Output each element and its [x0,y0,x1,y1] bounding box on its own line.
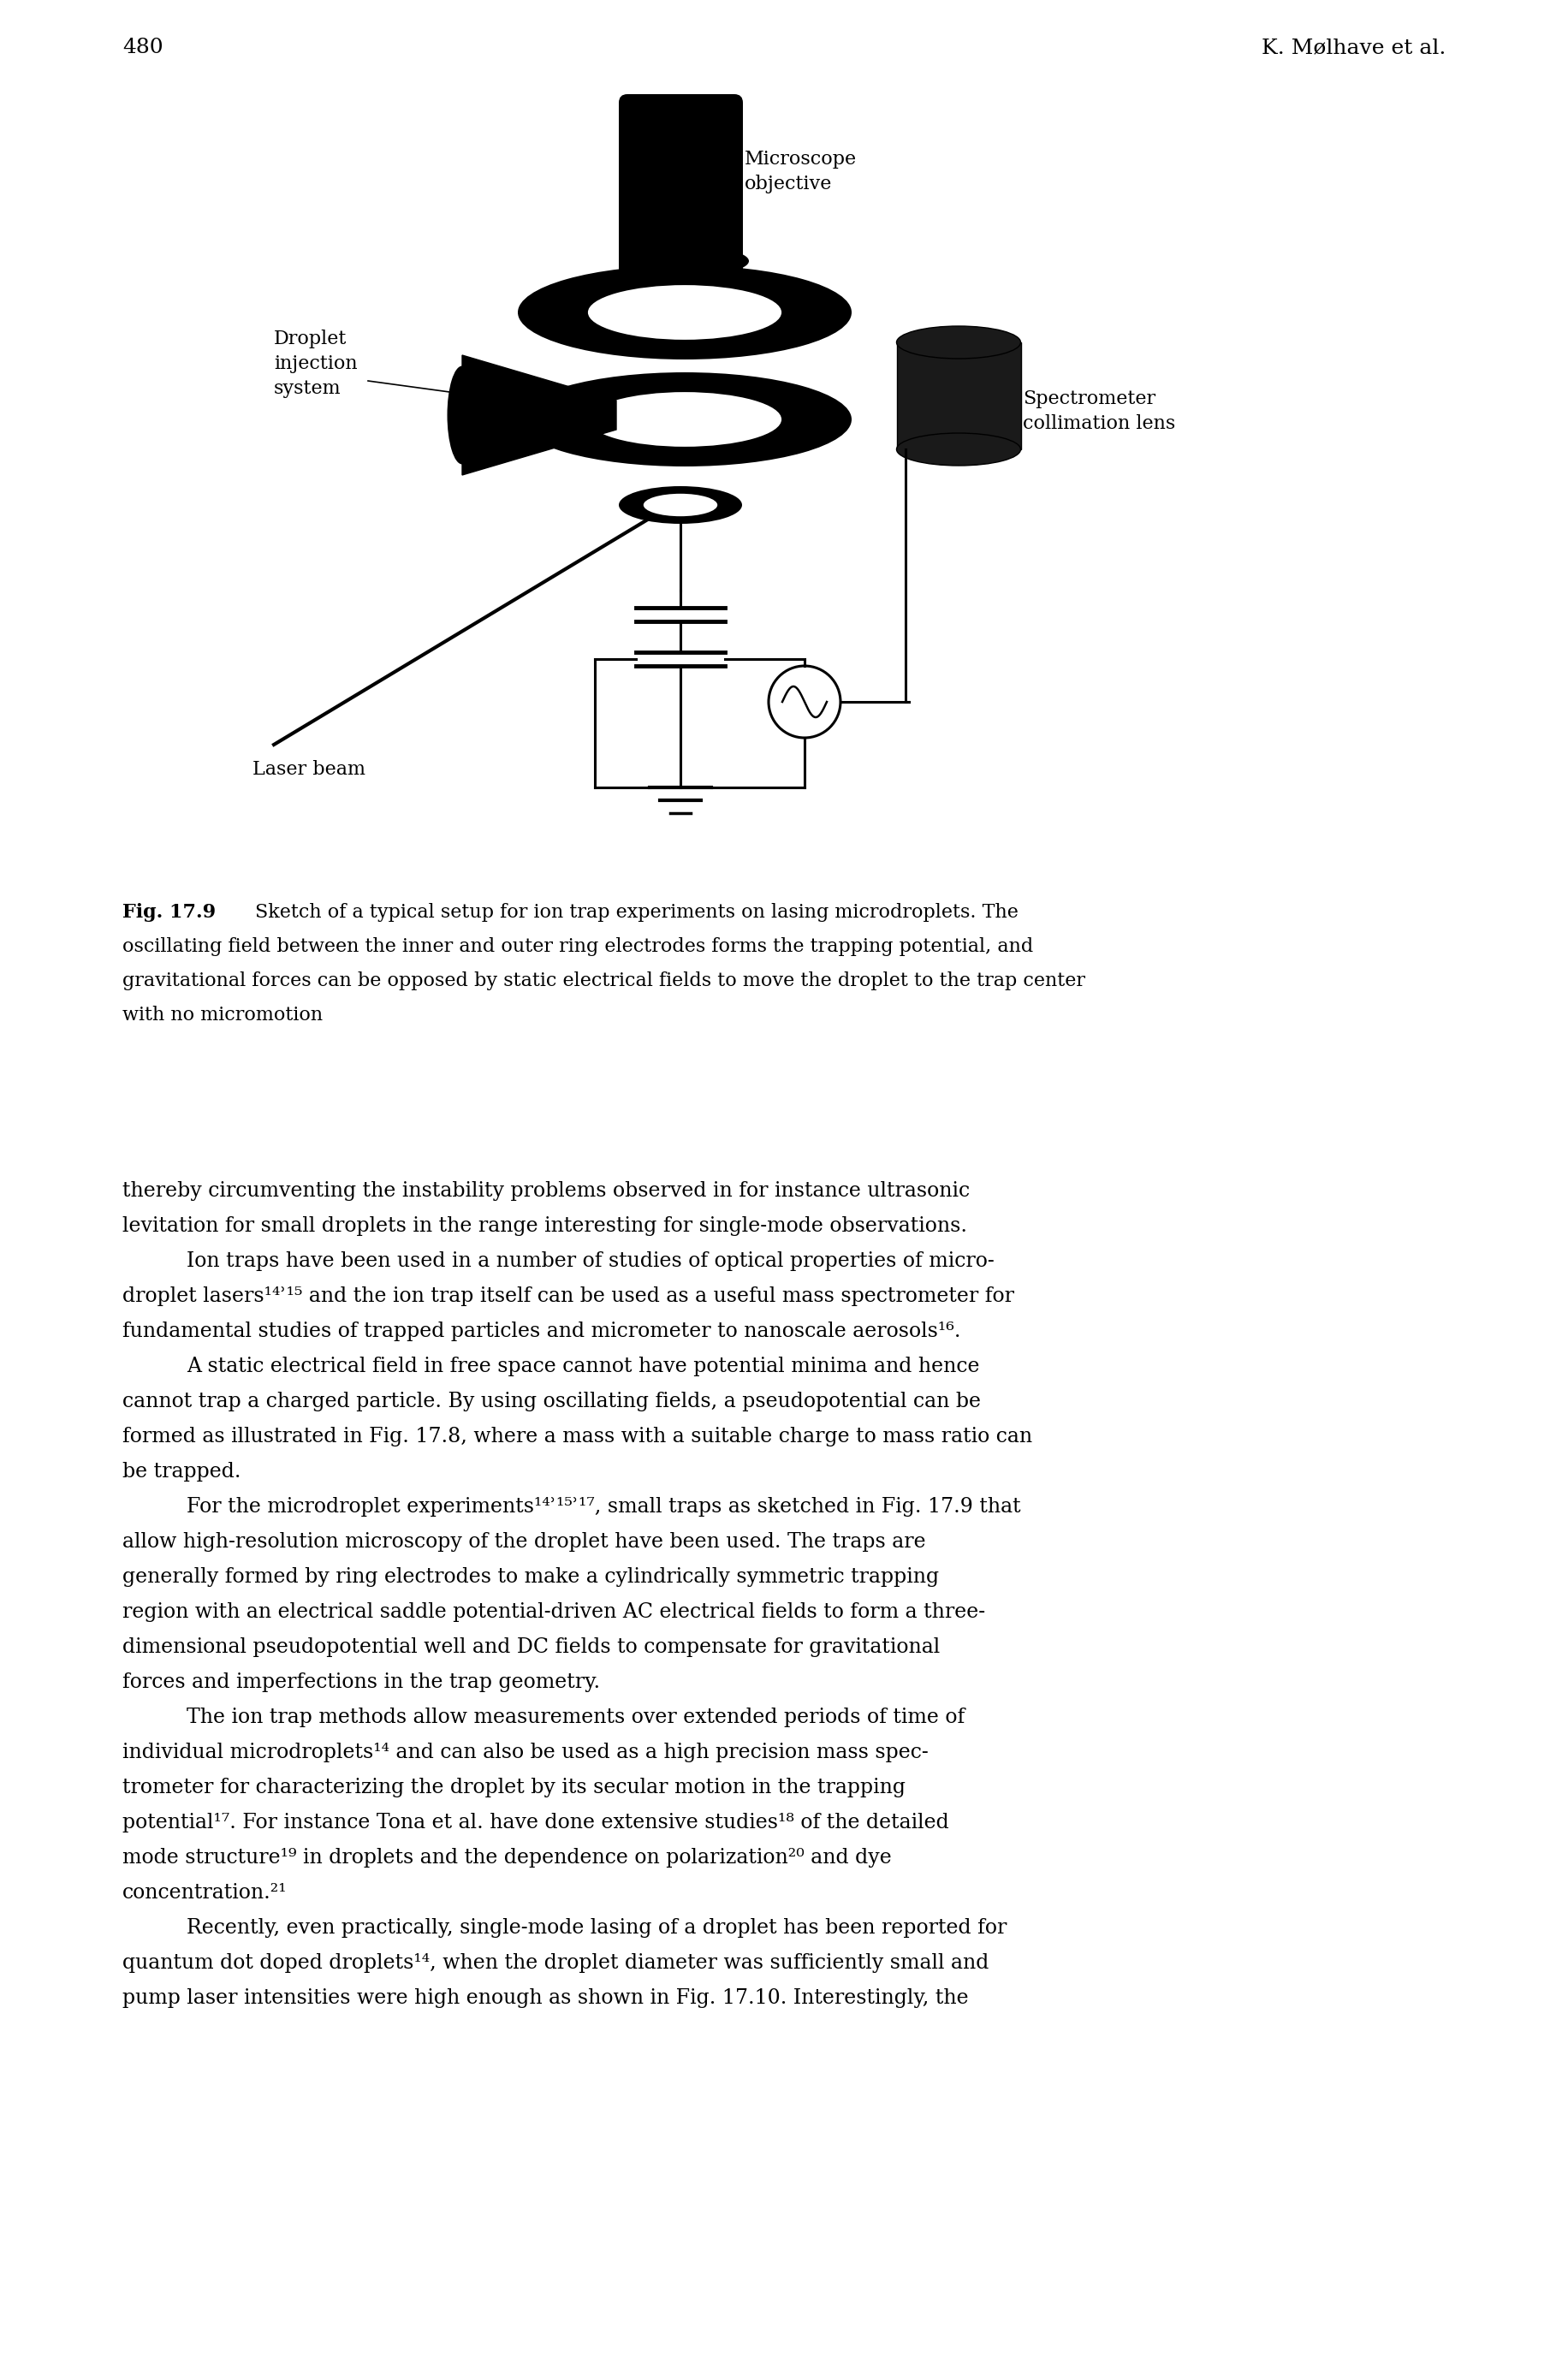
Text: individual microdroplets¹⁴ and can also be used as a high precision mass spec-: individual microdroplets¹⁴ and can also … [122,1742,928,1763]
Text: pump laser intensities were high enough as shown in Fig. 17.10. Interestingly, t: pump laser intensities were high enough … [122,1989,969,2008]
FancyBboxPatch shape [619,95,743,283]
Text: concentration.²¹: concentration.²¹ [122,1884,287,1903]
Text: droplet lasers¹⁴ʾ¹⁵ and the ion trap itself can be used as a useful mass spectro: droplet lasers¹⁴ʾ¹⁵ and the ion trap its… [122,1285,1014,1307]
Ellipse shape [619,487,742,523]
Bar [897,342,1021,449]
Text: mode structure¹⁹ in droplets and the dependence on polarization²⁰ and dye: mode structure¹⁹ in droplets and the dep… [122,1849,892,1868]
Text: levitation for small droplets in the range interesting for single-mode observati: levitation for small droplets in the ran… [122,1217,967,1236]
Text: fundamental studies of trapped particles and micrometer to nanoscale aerosols¹⁶.: fundamental studies of trapped particles… [122,1321,961,1340]
Text: The ion trap methods allow measurements over extended periods of time of: The ion trap methods allow measurements … [187,1708,964,1727]
Text: potential¹⁷. For instance Tona et al. have done extensive studies¹⁸ of the detai: potential¹⁷. For instance Tona et al. ha… [122,1813,949,1832]
Text: Sketch of a typical setup for ion trap experiments on lasing microdroplets. The: Sketch of a typical setup for ion trap e… [256,903,1018,922]
Text: thereby circumventing the instability problems observed in for instance ultrason: thereby circumventing the instability pr… [122,1181,971,1200]
Text: dimensional pseudopotential well and DC fields to compensate for gravitational: dimensional pseudopotential well and DC … [122,1637,939,1656]
Ellipse shape [517,266,851,359]
Ellipse shape [621,245,750,276]
Ellipse shape [644,252,724,271]
Ellipse shape [588,392,781,447]
Text: region with an electrical saddle potential-driven AC electrical fields to form a: region with an electrical saddle potenti… [122,1601,985,1623]
Text: with no micromotion: with no micromotion [122,1005,323,1024]
Text: A static electrical field in free space cannot have potential minima and hence: A static electrical field in free space … [187,1357,980,1376]
Text: K. Mølhave et al.: K. Mølhave et al. [1261,38,1446,57]
Text: Recently, even practically, single-mode lasing of a droplet has been reported fo: Recently, even practically, single-mode … [187,1917,1007,1939]
Text: oscillating field between the inner and outer ring electrodes forms the trapping: oscillating field between the inner and … [122,936,1033,955]
Ellipse shape [517,373,851,466]
Text: Ion traps have been used in a number of studies of optical properties of micro-: Ion traps have been used in a number of … [187,1252,994,1271]
Text: For the microdroplet experiments¹⁴ʾ¹⁵ʾ¹⁷, small traps as sketched in Fig. 17.9 t: For the microdroplet experiments¹⁴ʾ¹⁵ʾ¹⁷… [187,1497,1021,1516]
Text: gravitational forces can be opposed by static electrical fields to move the drop: gravitational forces can be opposed by s… [122,972,1085,991]
Polygon shape [463,354,616,475]
Text: Microscope
objective: Microscope objective [745,150,856,192]
Text: Laser beam: Laser beam [252,760,365,779]
Text: Fig. 17.9: Fig. 17.9 [122,903,216,922]
Ellipse shape [897,326,1021,359]
Text: allow high-resolution microscopy of the droplet have been used. The traps are: allow high-resolution microscopy of the … [122,1533,925,1552]
Text: be trapped.: be trapped. [122,1461,241,1483]
Text: forces and imperfections in the trap geometry.: forces and imperfections in the trap geo… [122,1673,601,1692]
Ellipse shape [447,366,477,463]
Text: 480: 480 [122,38,163,57]
Text: quantum dot doped droplets¹⁴, when the droplet diameter was sufficiently small a: quantum dot doped droplets¹⁴, when the d… [122,1953,989,1972]
Text: formed as illustrated in Fig. 17.8, where a mass with a suitable charge to mass : formed as illustrated in Fig. 17.8, wher… [122,1428,1032,1447]
Text: generally formed by ring electrodes to make a cylindrically symmetric trapping: generally formed by ring electrodes to m… [122,1568,939,1587]
Text: trometer for characterizing the droplet by its secular motion in the trapping: trometer for characterizing the droplet … [122,1777,906,1796]
Text: Spectrometer
collimation lens: Spectrometer collimation lens [1022,390,1176,432]
Text: Droplet
injection
system: Droplet injection system [274,330,358,397]
Ellipse shape [643,494,718,516]
Text: cannot trap a charged particle. By using oscillating fields, a pseudopotential c: cannot trap a charged particle. By using… [122,1392,982,1411]
Ellipse shape [588,285,781,340]
Ellipse shape [897,432,1021,466]
